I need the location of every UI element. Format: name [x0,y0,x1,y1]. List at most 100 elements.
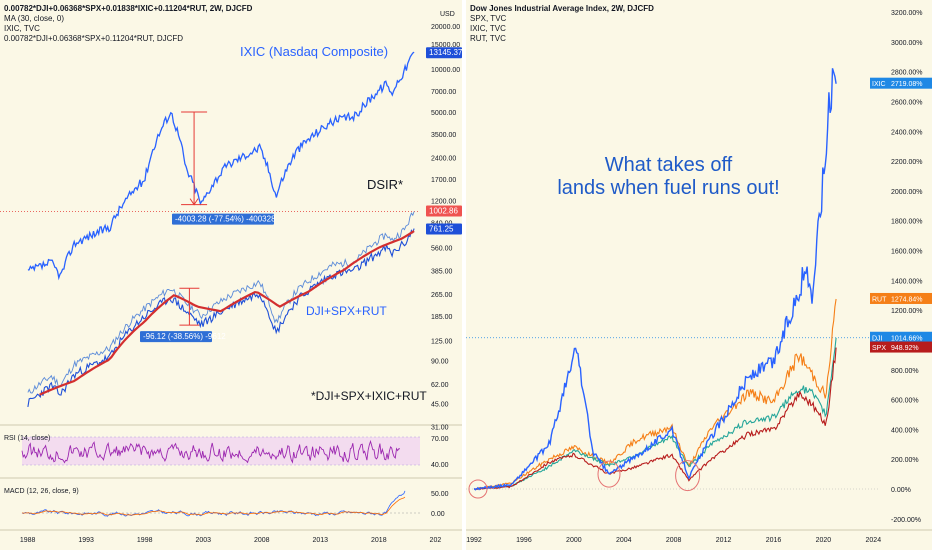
left-legend: 0.00782*DJI+0.06368*SPX+0.01838*IXIC+0.1… [4,4,252,44]
legend-line-ixic: IXIC, TVC [4,24,40,33]
price-tick-label: 7000.00 [431,89,456,96]
legend-line-rut: RUT, TVC [470,34,506,43]
ixic-annotation: IXIC (Nasdaq Composite) [240,44,389,59]
dji-name-tag-bg [870,331,888,343]
legend-line-ma: MA (30, close, 0) [4,14,65,23]
right-chart-canvas[interactable]: 3200.00% 3000.00% 2800.00% 2600.00% 2400.00%… [466,0,932,550]
rut-name-tag: RUT [872,296,887,303]
ma-series-line [39,230,415,396]
time-tick-label: 202 [430,537,442,544]
dsir-price-tag-bg [426,205,462,217]
price-tick-label: 2400.00 [431,155,456,162]
left-chart-panel[interactable]: 20000.00 15000.00 10000.00 7000.00 5000.00 35… [0,0,462,550]
rsi-title: RSI (14, close) [4,435,50,442]
low-marker-circle [675,460,701,492]
time-tick-label: 1996 [516,537,532,544]
legend-line-ixic: IXIC, TVC [470,24,506,33]
composite-price-tag: 761.25 [429,225,454,234]
spx-value-tag: 948.92% [891,345,919,352]
price-tick-label: 45.00 [431,402,449,409]
macd-title: MACD (12, 26, close, 9) [4,488,79,495]
macd-tick-zero: 0.00 [431,511,445,518]
low-marker-circle [597,460,621,488]
rsi-band [22,437,420,465]
ixic-value-tag: 2719.08% [891,81,923,88]
low-marker-circle [468,479,488,499]
time-tick-label: 2024 [866,537,882,544]
dsir-annotation: DSIR* [367,177,404,192]
rut-series-line [474,298,837,491]
composite-series-line [27,228,415,407]
price-tick-label: 1200.00 [431,198,456,205]
spx-value-tag-bg [888,341,932,353]
price-tick-label: 31.00 [431,425,449,432]
time-tick-label: 2012 [716,537,732,544]
price-tick-label: 3500.00 [431,132,456,139]
percent-tick-label: 800.00% [891,368,919,375]
ixic-name-tag-bg [870,77,888,89]
percent-tick-label: 1400.00% [891,278,923,285]
right-legend: Dow Jones Industrial Average Index, 2W, … [470,4,654,44]
price-tick-label: 385.00 [431,269,453,276]
price-tick-label: 20000.00 [431,24,460,31]
ixic-price-tag: 13145.37 [429,48,462,57]
time-tick-label: 2020 [816,537,832,544]
legend-line-main: 0.00782*DJI+0.06368*SPX+0.01838*IXIC+0.1… [4,4,253,13]
percent-tick-label: 1600.00% [891,249,923,256]
dji-value-tag: 1014.66% [891,335,923,342]
rut-value-tag-bg [888,292,932,304]
ixic-measure-label-bg [172,213,274,225]
spx-name-tag: SPX [872,345,886,352]
time-tick-label: 2000 [566,537,582,544]
rsi-line [21,439,401,464]
spx-series-line [474,347,837,490]
price-tick-label: 265.00 [431,292,453,299]
ixic-series-line [27,51,415,281]
percent-tick-label: 0.00% [891,487,911,494]
percent-tick-label: 3200.00% [891,10,923,17]
price-tick-label: 185.00 [431,314,453,321]
percent-tick-label: 400.00% [891,427,919,434]
percent-tick-label: 2600.00% [891,99,923,106]
price-tick-label: 62.00 [431,382,449,389]
dji-value-tag-bg [888,331,932,343]
ixic-measure-label: -4003.28 (-77.54%) -400328 [175,215,276,224]
macd-tick-upper: 50.00 [431,491,449,498]
right-chart-panel[interactable]: 3200.00% 3000.00% 2800.00% 2600.00% 2400.00%… [466,0,932,550]
legend-line-dji: Dow Jones Industrial Average Index, 2W, … [470,4,654,13]
percent-tick-label: 2400.00% [891,129,923,136]
left-chart-canvas[interactable]: 20000.00 15000.00 10000.00 7000.00 5000.00 35… [0,0,462,550]
percent-tick-label: 200.00% [891,457,919,464]
percent-tick-label: 2800.00% [891,70,923,77]
percent-tick-label: 3000.00% [891,40,923,47]
dji-series-line [473,337,837,490]
price-tick-label: 125.00 [431,338,453,345]
ixic-value-tag-bg [888,77,932,89]
time-tick-label: 1992 [466,537,482,544]
percent-tick-label: 600.00% [891,398,919,405]
dsir-measure-label-bg [140,331,212,343]
price-tick-label: 15000.00 [431,42,460,49]
percent-tick-label: 1200.00% [891,308,923,315]
rsi-tick-upper: 70.00 [431,436,449,443]
composite-price-tag-bg [426,223,462,235]
ixic-measure-arrow [189,198,199,206]
rut-name-tag-bg [870,292,888,304]
panel-divider[interactable] [462,0,466,550]
legend-line-composite: 0.00782*DJI+0.06368*SPX+0.11204*RUT, DJC… [4,34,184,43]
fuel-annotation: What takes off lands when fuel runs out! [466,154,871,200]
fuel-annotation-line-2: lands when fuel runs out! [557,177,780,199]
price-tick-label: 1700.00 [431,177,456,184]
price-tick-label: 560.00 [431,246,453,253]
time-tick-label: 2003 [195,537,211,544]
price-tick-label: 10000.00 [431,67,460,74]
ixic-series-line [473,68,837,491]
percent-tick-label: 2200.00% [891,159,923,166]
time-tick-label: 2013 [313,537,329,544]
ixic-price-tag-bg [426,47,462,59]
time-tick-label: 2016 [766,537,782,544]
macd-signal-line [21,496,406,516]
time-tick-label: 2008 [666,537,682,544]
dji-spx-rut-annotation: DJI+SPX+RUT [306,304,387,318]
